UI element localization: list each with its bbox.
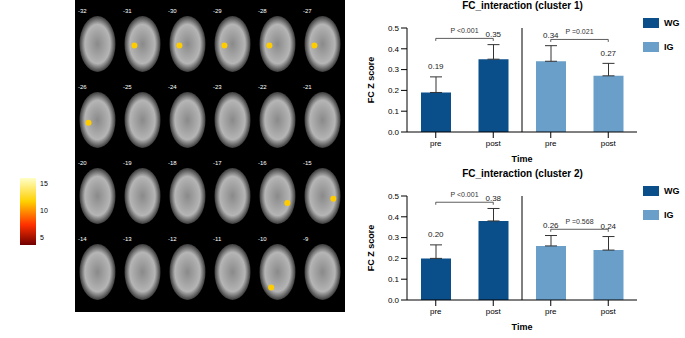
svg-text:10: 10 <box>40 207 48 214</box>
svg-text:P <0.001: P <0.001 <box>450 27 478 34</box>
svg-text:pre: pre <box>545 307 557 316</box>
svg-text:0.4: 0.4 <box>388 213 400 222</box>
svg-text:0.0: 0.0 <box>388 296 400 305</box>
svg-text:-10: -10 <box>258 236 267 242</box>
svg-text:-12: -12 <box>168 236 177 242</box>
svg-text:-22: -22 <box>258 84 267 90</box>
svg-text:-11: -11 <box>213 236 222 242</box>
html-text:FC_interaction (cluster 2): FC_interaction (cluster 2) <box>462 168 583 179</box>
svg-text:-9: -9 <box>303 236 309 242</box>
svg-text:-14: -14 <box>78 236 87 242</box>
svg-text:-24: -24 <box>168 84 177 90</box>
svg-text:pre: pre <box>430 307 442 316</box>
svg-text:0.2: 0.2 <box>388 86 400 95</box>
svg-text:0.1: 0.1 <box>388 107 400 116</box>
svg-text:15: 15 <box>40 180 48 187</box>
svg-text:0.5: 0.5 <box>388 24 400 33</box>
svg-text:0.38: 0.38 <box>485 194 501 203</box>
svg-text:-25: -25 <box>123 84 132 90</box>
svg-text:0.4: 0.4 <box>388 45 400 54</box>
svg-text:-16: -16 <box>258 160 267 166</box>
svg-text:-32: -32 <box>78 8 87 14</box>
svg-text:FC Z score: FC Z score <box>366 57 376 104</box>
svg-text:Time: Time <box>512 322 533 332</box>
svg-text:0.3: 0.3 <box>388 233 400 242</box>
svg-text:0.27: 0.27 <box>600 49 616 58</box>
svg-text:-19: -19 <box>123 160 132 166</box>
svg-text:0.26: 0.26 <box>543 221 559 230</box>
svg-text:pre: pre <box>545 139 557 148</box>
svg-text:-27: -27 <box>303 8 312 14</box>
svg-text:0.19: 0.19 <box>428 62 444 71</box>
svg-text:-20: -20 <box>78 160 87 166</box>
svg-text:0.2: 0.2 <box>388 254 400 263</box>
svg-text:5: 5 <box>40 234 44 241</box>
svg-text:P =0.568: P =0.568 <box>565 218 593 225</box>
svg-text:Time: Time <box>512 154 533 164</box>
svg-text:-17: -17 <box>213 160 222 166</box>
svg-text:0.34: 0.34 <box>543 31 559 40</box>
svg-text:post: post <box>486 307 502 316</box>
html-text:IG: IG <box>664 210 674 220</box>
svg-text:pre: pre <box>430 139 442 148</box>
svg-text:post: post <box>486 139 502 148</box>
svg-text:-31: -31 <box>123 8 132 14</box>
html-text:FC_interaction (cluster 1): FC_interaction (cluster 1) <box>462 0 583 11</box>
svg-text:post: post <box>601 307 617 316</box>
svg-text:-18: -18 <box>168 160 177 166</box>
svg-text:-28: -28 <box>258 8 267 14</box>
svg-text:0.3: 0.3 <box>388 65 400 74</box>
svg-text:0.1: 0.1 <box>388 275 400 284</box>
svg-text:P <0.001: P <0.001 <box>450 191 478 198</box>
svg-text:-13: -13 <box>123 236 132 242</box>
html-text:WG: WG <box>664 186 680 196</box>
svg-text:-30: -30 <box>168 8 177 14</box>
svg-text:post: post <box>601 139 617 148</box>
svg-text:0.5: 0.5 <box>388 192 400 201</box>
html-text:IG: IG <box>664 42 674 52</box>
svg-text:0.0: 0.0 <box>388 128 400 137</box>
svg-text:-29: -29 <box>213 8 222 14</box>
svg-text:-23: -23 <box>213 84 222 90</box>
svg-text:0.20: 0.20 <box>428 230 444 239</box>
html-text:WG: WG <box>664 18 680 28</box>
svg-text:P =0.021: P =0.021 <box>565 28 593 35</box>
svg-text:-21: -21 <box>303 84 312 90</box>
svg-text:-26: -26 <box>78 84 87 90</box>
svg-text:0.24: 0.24 <box>600 222 616 231</box>
svg-text:FC Z score: FC Z score <box>366 225 376 272</box>
svg-text:-15: -15 <box>303 160 312 166</box>
svg-text:0.35: 0.35 <box>485 30 501 39</box>
